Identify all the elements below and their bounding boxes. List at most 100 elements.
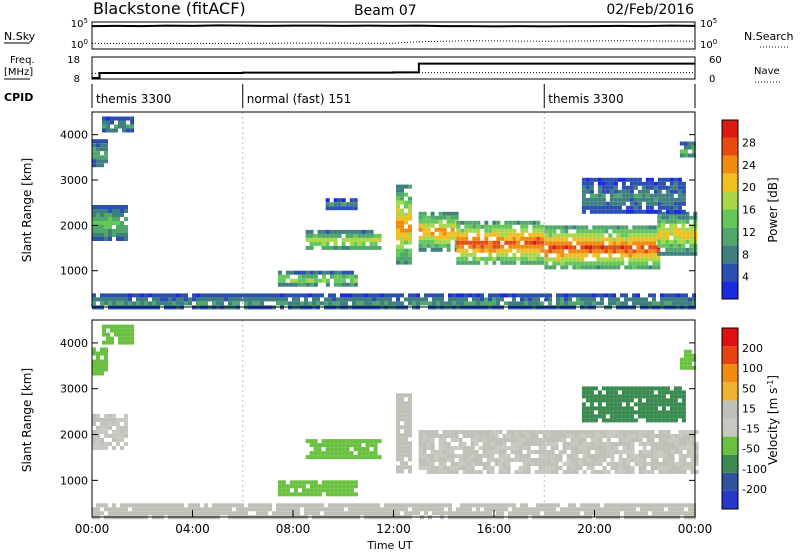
heatmap-cell: [665, 185, 670, 190]
heatmap-cell: [96, 229, 100, 233]
heatmap-cell: [124, 425, 128, 430]
heatmap-cell: [337, 198, 342, 203]
heatmap-cell: [618, 462, 623, 466]
heatmap-cell: [628, 233, 633, 238]
heatmap-cell: [325, 484, 330, 489]
heatmap-cell: [605, 394, 610, 399]
heatmap-cell: [652, 507, 656, 512]
heatmap-cell: [112, 429, 116, 434]
velocity-ylabel: Slant Range [km]: [20, 368, 34, 472]
heatmap-cell: [636, 257, 641, 262]
heatmap-cell: [650, 434, 655, 438]
heatmap-cell: [96, 359, 100, 364]
colorbar-swatch: [722, 382, 738, 401]
heatmap-cell: [532, 260, 537, 265]
heatmap-cell: [652, 503, 656, 508]
heatmap-cell: [532, 244, 537, 249]
heatmap-cell: [281, 484, 286, 489]
heatmap-cell: [464, 297, 468, 302]
heatmap-cell: [468, 224, 473, 229]
heatmap-cell: [404, 220, 408, 225]
heatmap-cell: [637, 402, 642, 407]
heatmap-cell: [605, 177, 610, 182]
heatmap-cell: [624, 241, 629, 246]
heatmap-cell: [130, 328, 135, 333]
heatmap-cell: [293, 484, 298, 489]
heatmap-cell: [506, 438, 511, 442]
heatmap-cell: [224, 507, 228, 512]
heatmap-cell: [416, 293, 420, 298]
heatmap-cell: [345, 274, 350, 279]
heatmap-cell: [661, 390, 666, 395]
heatmap-cell: [408, 293, 412, 298]
heatmap-cell: [408, 413, 412, 418]
heatmap-cell: [321, 245, 326, 250]
heatmap-cell: [396, 260, 400, 265]
heatmap-cell: [340, 511, 344, 516]
heatmap-cell: [564, 293, 568, 298]
heatmap-cell: [364, 297, 368, 302]
heatmap-cell: [608, 245, 613, 250]
heatmap-cell: [617, 410, 622, 415]
heatmap-cell: [673, 197, 678, 202]
heatmap-cell: [612, 265, 617, 270]
heatmap-cell: [369, 451, 374, 456]
heatmap-cell: [212, 293, 216, 298]
heatmap-cell: [118, 328, 122, 333]
heatmap-cell: [540, 248, 545, 253]
heatmap-cell: [614, 434, 619, 438]
heatmap-cell: [498, 446, 503, 450]
heatmap-cell: [232, 297, 236, 302]
heatmap-cell: [617, 394, 622, 399]
heatmap-cell: [472, 236, 477, 241]
heatmap-cell: [612, 249, 617, 254]
heatmap-cell: [244, 293, 248, 298]
heatmap-cell: [494, 434, 499, 438]
heatmap-cell: [490, 466, 495, 470]
heatmap-cell: [408, 297, 412, 302]
heatmap-cell: [657, 193, 662, 198]
heatmap-cell: [594, 446, 599, 450]
heatmap-cell: [400, 433, 404, 438]
heatmap-cell: [340, 301, 344, 306]
heatmap-cell: [332, 507, 336, 512]
heatmap-cell: [108, 511, 112, 516]
heatmap-cell: [176, 301, 180, 306]
heatmap-cell: [677, 247, 682, 252]
heatmap-cell: [124, 429, 128, 434]
heatmap-cell: [404, 503, 408, 508]
heatmap-cell: [252, 293, 256, 298]
heatmap-cell: [628, 237, 633, 242]
heatmap-cell: [582, 438, 587, 442]
heatmap-cell: [514, 454, 519, 458]
heatmap-cell: [528, 301, 532, 306]
heatmap-cell: [100, 425, 104, 430]
heatmap-cell: [102, 328, 106, 333]
heatmap-cell: [638, 430, 643, 434]
heatmap-cell: [576, 229, 581, 234]
heatmap-cell: [321, 233, 326, 238]
heatmap-cell: [504, 248, 509, 253]
heatmap-cell: [632, 297, 636, 302]
heatmap-cell: [344, 297, 348, 302]
heatmap-cell: [669, 390, 674, 395]
heatmap-cell: [464, 507, 468, 512]
heatmap-cell: [440, 297, 444, 302]
heatmap-cell: [102, 340, 106, 345]
heatmap-cell: [532, 301, 536, 306]
heatmap-cell: [268, 297, 272, 302]
heatmap-cell: [285, 270, 290, 275]
heatmap-cell: [472, 293, 476, 298]
heatmap-cell: [365, 229, 370, 234]
heatmap-cell: [588, 241, 593, 246]
heatmap-cell: [600, 245, 605, 250]
heatmap-cell: [373, 241, 378, 246]
heatmap-cell: [604, 225, 609, 230]
heatmap-cell: [686, 462, 691, 466]
heatmap-cell: [588, 301, 592, 306]
heatmap-cell: [653, 414, 658, 419]
heatmap-cell: [504, 240, 509, 245]
heatmap-cell: [428, 301, 432, 306]
heatmap-cell: [118, 120, 122, 125]
heatmap-cell: [666, 438, 671, 442]
